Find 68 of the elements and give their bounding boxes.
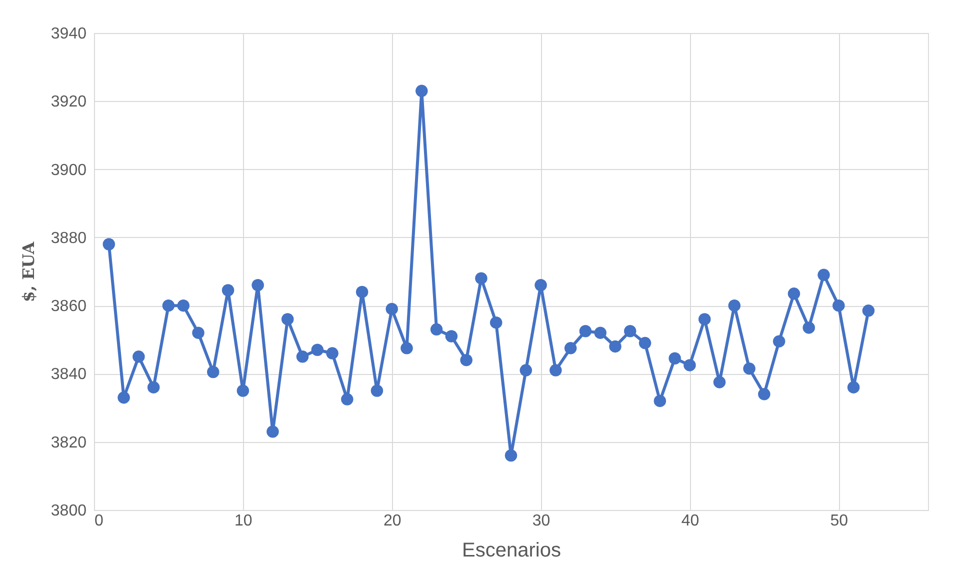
point xyxy=(758,388,770,400)
point xyxy=(445,330,458,342)
point xyxy=(430,323,443,336)
point xyxy=(326,347,338,360)
x-tick-label: 10 xyxy=(234,512,252,530)
point xyxy=(504,449,518,462)
point xyxy=(788,288,800,300)
point xyxy=(564,342,577,354)
point xyxy=(534,279,547,292)
point xyxy=(654,394,666,408)
y-tick-label: 3840 xyxy=(50,366,87,384)
point xyxy=(266,426,279,438)
point xyxy=(802,322,815,334)
point xyxy=(386,302,398,316)
point xyxy=(668,352,681,364)
point xyxy=(490,316,502,329)
point xyxy=(594,326,606,339)
point xyxy=(296,350,309,363)
point xyxy=(520,364,532,376)
y-tick-label: 3800 xyxy=(50,502,87,520)
point xyxy=(772,335,786,348)
x-axis-title: Escenarios xyxy=(462,540,561,562)
x-tick-label: 40 xyxy=(681,512,700,530)
point xyxy=(698,313,711,326)
point xyxy=(475,272,488,284)
point xyxy=(416,84,428,98)
point xyxy=(281,313,294,326)
y-tick-label: 3920 xyxy=(50,94,87,111)
point xyxy=(356,286,368,298)
point xyxy=(638,336,652,350)
y-axis-title: $, EUA xyxy=(18,241,38,302)
point xyxy=(222,284,234,296)
point xyxy=(832,299,845,312)
x-tick-label: 20 xyxy=(383,512,402,530)
point xyxy=(118,391,130,404)
point xyxy=(818,268,830,282)
point xyxy=(400,342,413,354)
y-tick-label: 3880 xyxy=(50,230,87,247)
point xyxy=(550,364,562,376)
point xyxy=(609,340,622,353)
point xyxy=(147,381,160,394)
x-tick-label: 30 xyxy=(532,512,550,530)
point xyxy=(624,325,636,338)
point xyxy=(579,325,592,338)
point xyxy=(192,326,204,339)
point xyxy=(713,376,726,388)
point xyxy=(162,299,175,312)
point xyxy=(862,304,875,317)
point xyxy=(728,299,741,312)
point xyxy=(460,354,472,366)
point xyxy=(370,384,384,397)
point xyxy=(252,279,264,292)
point xyxy=(684,359,696,372)
point xyxy=(207,366,220,378)
y-tick-label: 3820 xyxy=(50,434,87,452)
x-tick-label: 0 xyxy=(94,512,104,530)
point xyxy=(847,381,860,394)
point xyxy=(177,299,190,312)
y-tick-label: 3940 xyxy=(50,26,87,42)
point xyxy=(102,238,116,250)
point xyxy=(743,362,756,375)
point xyxy=(236,384,250,397)
x-tick-label: 50 xyxy=(830,512,848,530)
y-tick-label: 3860 xyxy=(50,298,87,316)
point xyxy=(311,344,324,356)
point xyxy=(341,393,354,406)
point xyxy=(132,350,145,363)
y-tick-label: 3900 xyxy=(50,162,87,179)
